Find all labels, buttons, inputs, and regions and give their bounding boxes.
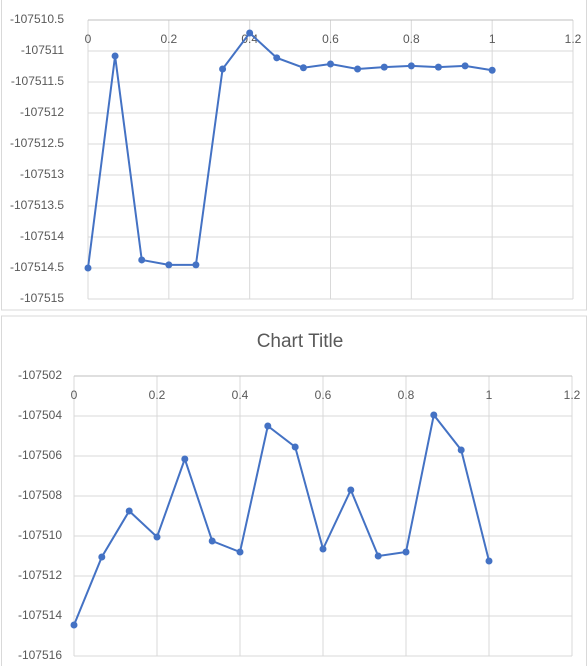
chart-frame (1, 315, 587, 666)
y-tick-label: -107513 (20, 167, 64, 181)
data-point (70, 621, 78, 629)
y-tick-label: -107511 (21, 43, 64, 57)
data-point (236, 548, 244, 556)
data-point (461, 62, 469, 70)
data-point (374, 552, 382, 560)
y-tick-label: -107512.5 (10, 136, 64, 150)
x-tick-label: 1.2 (564, 388, 581, 402)
data-point (488, 66, 496, 74)
y-tick-label: -107515 (20, 291, 64, 305)
x-tick-label: 1.2 (565, 32, 582, 46)
y-tick-label: -107506 (18, 448, 62, 462)
data-point (111, 52, 119, 60)
y-tick-label: -107516 (18, 648, 62, 662)
data-point (273, 54, 281, 62)
y-tick-label: -107510.5 (10, 12, 64, 26)
chart-frame (1, 0, 587, 311)
data-point (457, 446, 465, 454)
x-tick-label: 0 (71, 388, 78, 402)
data-point (208, 537, 216, 545)
data-point (327, 60, 334, 68)
data-point (192, 261, 200, 269)
data-point (434, 63, 442, 71)
data-point (407, 62, 415, 70)
data-point (264, 422, 272, 430)
y-tick-label: -107504 (18, 408, 62, 422)
y-tick-label: -107510 (18, 528, 62, 542)
x-tick-label: 1 (486, 388, 493, 402)
y-tick-label: -107512 (18, 568, 62, 582)
data-point (347, 486, 355, 494)
x-tick-label: 0.2 (149, 388, 166, 402)
x-tick-label: 0.8 (403, 32, 420, 46)
x-tick-label: 0.6 (315, 388, 332, 402)
data-point (246, 29, 254, 37)
data-point (319, 545, 327, 553)
data-point (181, 455, 189, 463)
y-tick-label: -107502 (18, 368, 62, 382)
x-tick-label: 0.4 (241, 32, 258, 46)
series-line (87, 31, 493, 269)
data-point (299, 64, 307, 72)
data-point (402, 548, 410, 556)
x-tick-label: 0.8 (398, 388, 415, 402)
data-point (84, 264, 92, 272)
data-point (153, 533, 161, 541)
x-tick-label: 0 (85, 32, 92, 46)
x-tick-label: 0.2 (160, 32, 177, 46)
data-point (165, 261, 173, 269)
y-tick-label: -107514 (18, 608, 62, 622)
x-tick-label: 0.4 (232, 388, 249, 402)
data-point (125, 507, 133, 515)
chart-title: Chart Title (257, 331, 344, 352)
y-tick-label: -107514.5 (10, 260, 64, 274)
data-point (380, 63, 388, 71)
data-point (219, 65, 227, 73)
series-line (73, 412, 490, 626)
y-tick-label: -107514 (20, 229, 64, 243)
y-tick-label: -107512 (20, 105, 64, 119)
data-point (430, 411, 438, 419)
data-point (98, 553, 106, 561)
y-tick-label: -107508 (18, 488, 62, 502)
data-point (138, 256, 146, 264)
x-tick-label: 0.6 (322, 32, 339, 46)
data-point (485, 557, 493, 565)
data-point (291, 443, 299, 451)
y-tick-label: -107511.5 (11, 74, 64, 88)
y-tick-label: -107513.5 (10, 198, 64, 212)
data-point (354, 65, 362, 73)
x-tick-label: 1 (489, 32, 496, 46)
